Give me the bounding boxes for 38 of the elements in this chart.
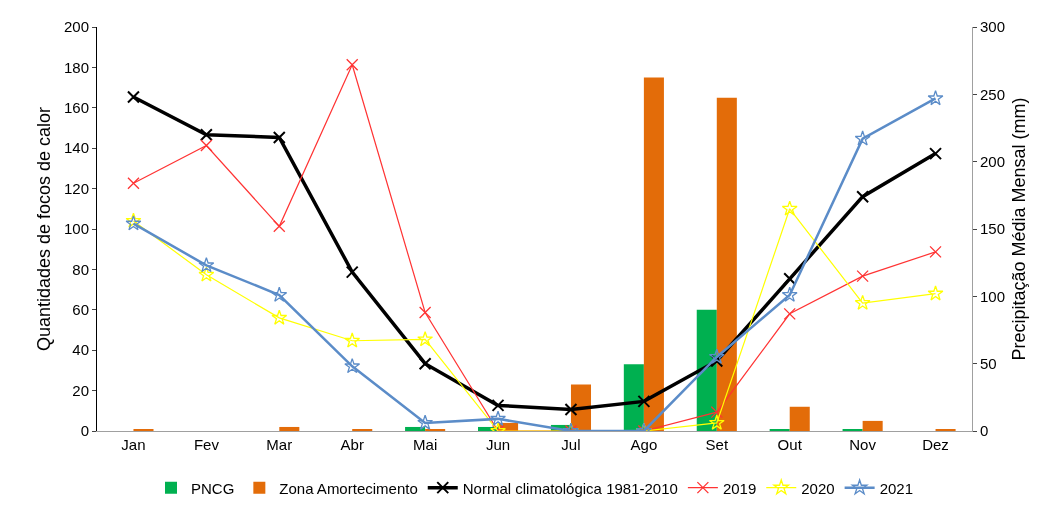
legend-label: Zona Amortecimento xyxy=(279,479,418,497)
legend-label: 2020 xyxy=(801,479,835,497)
y2-tick-label: 100 xyxy=(980,287,1006,305)
x-tick-label: Out xyxy=(777,436,803,453)
x-tick-label: Jun xyxy=(485,436,511,453)
legend-label: 2019 xyxy=(722,479,757,497)
y2-tick-label: 0 xyxy=(980,422,989,440)
y-tick-label: 120 xyxy=(63,179,89,197)
y2-tick-label: 150 xyxy=(980,220,1006,238)
y-tick-label: 180 xyxy=(63,58,89,76)
legend-label: Normal climatológica 1981-2010 xyxy=(462,479,678,497)
x-tick-label: Set xyxy=(705,436,729,453)
x-tick-label: Mai xyxy=(413,436,438,453)
y-tick-label: 140 xyxy=(63,139,89,157)
legend-label: PNCG xyxy=(191,479,235,497)
x-tick-label: Dez xyxy=(922,436,949,453)
y2-tick-label: 300 xyxy=(980,18,1006,36)
x-tick-label: Fev xyxy=(193,436,220,453)
y-tick-label: 80 xyxy=(72,260,89,278)
y2-tick-label: 50 xyxy=(980,354,997,372)
x-tick-label: Mar xyxy=(266,436,293,453)
x-tick-label: Jan xyxy=(121,436,146,453)
y-tick-label: 0 xyxy=(80,422,89,440)
y-tick-label: 20 xyxy=(72,381,89,399)
x-tick-label: Abr xyxy=(340,436,364,453)
x-tick-label: Jul xyxy=(561,436,581,453)
y2-tick-label: 250 xyxy=(980,85,1006,103)
y-axis-title: Quantidades de focos de calor xyxy=(34,106,55,352)
y-tick-label: 100 xyxy=(63,220,89,238)
y-tick-label: 60 xyxy=(72,301,89,319)
y2-tick-label: 200 xyxy=(980,152,1006,170)
x-tick-label: Ago xyxy=(630,436,658,453)
y-tick-label: 160 xyxy=(63,99,89,117)
y2-axis-title: Precipitação Média Mensal (mm) xyxy=(1009,97,1030,361)
y-tick-label: 200 xyxy=(63,18,89,36)
legend-label: 2021 xyxy=(879,479,913,497)
x-tick-label: Nov xyxy=(849,436,877,453)
y-tick-label: 40 xyxy=(72,341,89,359)
